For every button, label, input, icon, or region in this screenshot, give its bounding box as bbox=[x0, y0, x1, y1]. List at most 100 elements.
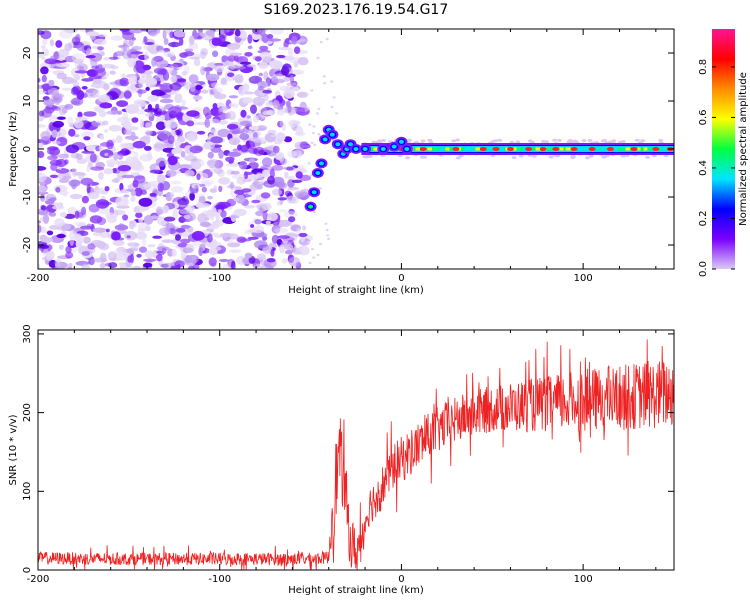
noise-blob bbox=[233, 208, 247, 217]
noise-blob bbox=[262, 110, 273, 116]
noise-blob bbox=[140, 29, 149, 32]
noise-blob bbox=[145, 250, 154, 259]
signal-peak bbox=[479, 147, 487, 151]
noise-blob bbox=[122, 214, 129, 221]
noise-blob bbox=[255, 173, 270, 178]
noise-blob bbox=[38, 220, 41, 224]
noise-blob bbox=[123, 194, 130, 198]
signal-peak bbox=[570, 147, 578, 151]
noise-blob bbox=[68, 128, 76, 137]
signal-peak bbox=[588, 147, 596, 151]
noise-blob bbox=[253, 174, 259, 180]
noise-blob bbox=[40, 66, 49, 75]
noise-blob bbox=[292, 86, 300, 92]
noise-blob bbox=[52, 205, 65, 210]
snr-y-tick-label: 200 bbox=[22, 403, 33, 422]
noise-blob bbox=[297, 57, 309, 66]
noise-blob bbox=[300, 236, 306, 242]
noise-blob bbox=[55, 59, 67, 63]
noise-blob bbox=[71, 167, 78, 177]
noise-blob bbox=[75, 153, 83, 160]
spectrogram-x-label: Height of straight line (km) bbox=[288, 285, 424, 296]
noise-speck bbox=[307, 162, 311, 165]
noise-speck bbox=[326, 234, 330, 237]
noise-blob bbox=[99, 102, 113, 109]
noise-blob bbox=[177, 242, 189, 248]
noise-blob bbox=[117, 110, 123, 115]
transition-blob bbox=[311, 190, 317, 195]
signal-peak bbox=[652, 147, 660, 151]
signal-halo bbox=[455, 138, 461, 142]
signal-segment bbox=[433, 147, 438, 151]
noise-blob bbox=[97, 94, 110, 103]
noise-blob bbox=[183, 247, 194, 253]
signal-peak bbox=[606, 147, 614, 151]
noise-blob bbox=[83, 136, 91, 141]
noise-speck bbox=[311, 131, 315, 135]
noise-blob bbox=[204, 214, 209, 223]
noise-blob bbox=[87, 192, 100, 200]
noise-blob bbox=[253, 115, 259, 123]
noise-blob bbox=[142, 135, 151, 141]
noise-blob bbox=[245, 140, 255, 150]
noise-blob bbox=[229, 62, 244, 68]
noise-blob bbox=[235, 194, 246, 204]
noise-blob bbox=[42, 214, 50, 224]
noise-blob bbox=[273, 139, 283, 145]
noise-blob bbox=[99, 252, 107, 263]
noise-blob bbox=[147, 95, 159, 102]
noise-blob bbox=[217, 209, 222, 214]
noise-blob bbox=[244, 252, 253, 259]
noise-blob bbox=[259, 45, 269, 51]
spectrogram-x-tick-label: -200 bbox=[27, 273, 50, 284]
signal-halo bbox=[531, 154, 537, 158]
noise-blob bbox=[133, 175, 146, 184]
noise-blob bbox=[247, 236, 259, 240]
noise-blob bbox=[137, 222, 149, 231]
noise-blob bbox=[88, 203, 100, 213]
noise-blob bbox=[175, 228, 186, 233]
noise-blob bbox=[219, 106, 227, 113]
noise-blob bbox=[145, 122, 153, 129]
noise-blob bbox=[114, 224, 129, 231]
noise-blob bbox=[210, 82, 219, 88]
noise-blob bbox=[38, 54, 45, 59]
noise-blob bbox=[214, 62, 224, 67]
noise-blob bbox=[86, 88, 98, 96]
noise-blob bbox=[49, 115, 58, 124]
noise-blob bbox=[285, 243, 294, 251]
noise-blob bbox=[186, 120, 195, 127]
noise-blob bbox=[185, 205, 196, 212]
noise-blob bbox=[40, 131, 51, 141]
signal-halo bbox=[541, 139, 546, 143]
noise-blob bbox=[104, 152, 109, 157]
noise-blob bbox=[83, 111, 97, 117]
noise-blob bbox=[204, 118, 211, 128]
noise-blob bbox=[58, 48, 70, 58]
noise-blob bbox=[202, 106, 211, 117]
noise-blob bbox=[177, 198, 190, 206]
noise-blob bbox=[271, 188, 283, 196]
transition-blob bbox=[348, 142, 354, 147]
colorbar-tick-label: 0.4 bbox=[698, 160, 709, 176]
noise-blob bbox=[283, 89, 295, 99]
noise-blob bbox=[262, 89, 272, 94]
noise-blob bbox=[174, 93, 183, 104]
noise-blob bbox=[222, 263, 230, 269]
noise-blob bbox=[255, 210, 264, 217]
noise-blob bbox=[44, 101, 57, 105]
noise-blob bbox=[286, 166, 294, 171]
noise-blob bbox=[244, 52, 253, 57]
signal-halo bbox=[584, 156, 590, 160]
noise-blob bbox=[189, 134, 195, 142]
noise-blob bbox=[194, 121, 208, 126]
noise-blob bbox=[67, 116, 74, 126]
noise-blob bbox=[244, 171, 253, 175]
noise-blob bbox=[55, 168, 70, 174]
noise-blob bbox=[195, 202, 204, 209]
signal-segment bbox=[577, 147, 583, 151]
noise-blob bbox=[247, 34, 253, 44]
noise-blob bbox=[295, 171, 303, 179]
noise-blob bbox=[49, 197, 57, 202]
noise-blob bbox=[119, 188, 131, 194]
